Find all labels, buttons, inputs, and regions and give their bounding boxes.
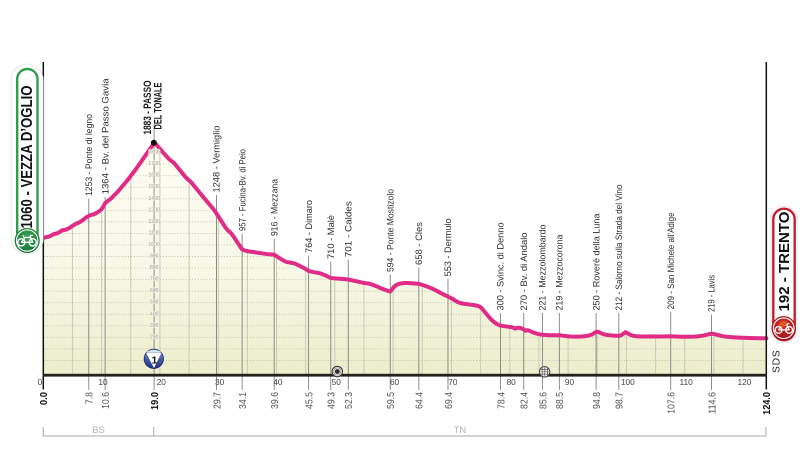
svg-text:20: 20 [157,377,167,387]
svg-text:82.4: 82.4 [519,392,531,409]
svg-text:1200: 1200 [148,219,160,225]
svg-text:98.7: 98.7 [614,392,626,409]
svg-text:900: 900 [150,254,159,260]
svg-text:212 - Salorno sulla Strada del: 212 - Salorno sulla Strada del Vino [614,185,624,311]
svg-text:1700: 1700 [148,161,160,167]
svg-text:10.6: 10.6 [100,392,112,409]
svg-text:100: 100 [621,377,635,387]
svg-text:800: 800 [150,265,159,271]
svg-text:52.3: 52.3 [343,392,355,409]
svg-text:TN: TN [453,425,466,436]
svg-text:94.8: 94.8 [591,392,603,409]
svg-text:0: 0 [38,377,43,387]
svg-text:701 - Caldes: 701 - Caldes [343,201,353,258]
svg-text:500: 500 [150,300,159,306]
svg-text:1: 1 [151,354,157,366]
svg-text:710 - Malè: 710 - Malè [326,215,336,259]
svg-text:120: 120 [737,377,751,387]
svg-text:85.6: 85.6 [537,392,549,409]
svg-text:192 - TRENTO: 192 - TRENTO [776,211,793,311]
svg-text:0.0: 0.0 [38,392,50,405]
svg-text:219 - Lavis: 219 - Lavis [707,275,717,312]
svg-text:DEL TONALE: DEL TONALE [152,83,164,130]
svg-text:300 - Svinc. di Denno: 300 - Svinc. di Denno [496,223,506,311]
svg-text:34.1: 34.1 [237,392,249,409]
svg-text:78.4: 78.4 [495,392,507,409]
svg-text:764 - Dimaro: 764 - Dimaro [304,200,314,253]
svg-text:221 - Mezzolombardo: 221 - Mezzolombardo [538,225,548,311]
svg-text:658 - Cles: 658 - Cles [414,221,424,265]
svg-text:1300: 1300 [148,207,160,213]
svg-text:1600: 1600 [148,173,160,179]
svg-text:110: 110 [679,377,693,387]
svg-text:50: 50 [332,377,342,387]
svg-text:7.8: 7.8 [84,392,96,404]
svg-text:250 - Roverè della Luna: 250 - Roverè della Luna [591,214,601,311]
svg-text:1060 - VEZZA D’OGLIO: 1060 - VEZZA D’OGLIO [19,86,36,229]
svg-text:BS: BS [92,425,105,436]
svg-text:1253 - Ponte di legno: 1253 - Ponte di legno [84,114,94,196]
svg-text:1500: 1500 [148,184,160,190]
svg-text:1883 - PASSO: 1883 - PASSO [142,80,154,134]
svg-text:SDS: SDS [771,349,782,373]
svg-text:1400: 1400 [148,196,160,202]
svg-text:45.5: 45.5 [304,392,316,409]
svg-text:1364 - Bv. del Passo Gavia: 1364 - Bv. del Passo Gavia [100,78,110,194]
svg-text:10: 10 [98,377,108,387]
svg-text:69.4: 69.4 [443,392,455,409]
svg-text:88.5: 88.5 [554,392,566,409]
svg-text:594 - Ponte Mostizolo: 594 - Ponte Mostizolo [385,189,395,272]
svg-text:200: 200 [150,334,159,340]
svg-text:957 - Fucina-Bv. di Peio: 957 - Fucina-Bv. di Peio [237,149,247,231]
svg-text:39.6: 39.6 [269,392,281,409]
svg-text:700: 700 [150,277,159,283]
svg-text:600: 600 [150,288,159,294]
svg-text:1248 - Vermiglio: 1248 - Vermiglio [212,126,222,193]
svg-text:270 - Bv. di Andalo: 270 - Bv. di Andalo [519,233,529,311]
svg-text:219 - Mezzocorona: 219 - Mezzocorona [555,235,565,311]
svg-text:107.6: 107.6 [666,392,678,414]
svg-text:19.0: 19.0 [149,392,161,410]
svg-text:209 - San Michele all'Adige: 209 - San Michele all'Adige [666,212,676,309]
svg-text:80: 80 [507,377,517,387]
svg-text:553 - Dermulo: 553 - Dermulo [443,218,453,276]
svg-text:400: 400 [150,311,159,317]
svg-text:30: 30 [215,377,225,387]
svg-text:70: 70 [448,377,458,387]
svg-text:916 - Mezzana: 916 - Mezzana [269,179,279,236]
svg-text:300: 300 [150,323,159,329]
svg-text:124.0: 124.0 [761,392,773,415]
svg-text:49.3: 49.3 [326,392,338,409]
svg-text:60: 60 [390,377,400,387]
svg-text:1100: 1100 [149,230,160,236]
svg-text:1000: 1000 [148,242,160,248]
svg-text:90: 90 [565,377,575,387]
svg-text:1800: 1800 [148,150,160,156]
svg-text:114.6: 114.6 [706,392,718,414]
svg-text:40: 40 [273,377,283,387]
svg-text:59.5: 59.5 [385,392,397,409]
svg-text:64.4: 64.4 [414,392,426,409]
svg-text:29.7: 29.7 [211,392,223,409]
